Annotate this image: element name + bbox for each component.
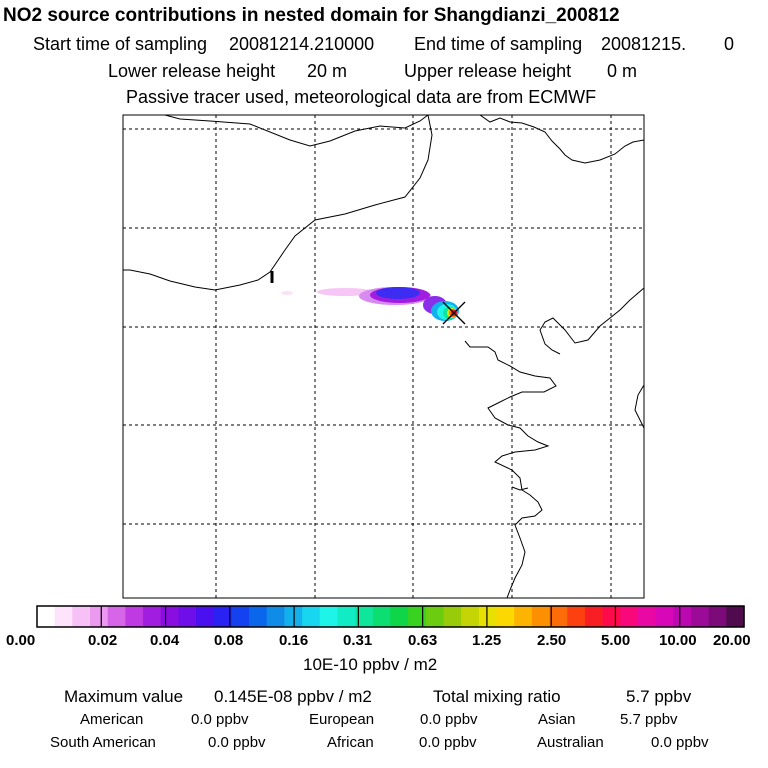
colorbar-tick: 0.63: [408, 632, 438, 649]
colorbar-cell: [443, 606, 462, 627]
source-value-australian: 0.0 ppbv: [651, 734, 709, 751]
colorbar-cell: [531, 606, 551, 627]
colorbar-tick: 1.25: [472, 632, 502, 649]
colorbar-cell: [584, 606, 604, 627]
tracer-note: Passive tracer used, meteorological data…: [126, 87, 597, 107]
source-value-american: 0.0 ppbv: [191, 711, 249, 728]
colorbar-cell: [231, 606, 250, 627]
colorbar-cell: [726, 606, 745, 627]
colorbar-cell: [602, 606, 621, 627]
max-value-label: Maximum value: [64, 687, 184, 706]
colorbar-tick: 0.02: [88, 632, 118, 649]
colorbar-tick: 0.31: [343, 632, 373, 649]
colorbar-cell: [37, 606, 56, 627]
colorbar-cell: [372, 606, 392, 627]
colorbar-cell: [319, 606, 339, 627]
end-time-suffix: 0: [724, 34, 735, 54]
source-value-south-american: 0.0 ppbv: [208, 734, 266, 751]
colorbar-cell: [673, 606, 692, 627]
colorbar-cell: [337, 606, 356, 627]
colorbar-cell: [54, 606, 73, 627]
lower-release-label: Lower release height: [108, 61, 276, 81]
colorbar-cell: [655, 606, 674, 627]
colorbar-cell: [249, 606, 268, 627]
upper-release-value: 0 m: [607, 61, 638, 81]
colorbar-tick: 0.04: [150, 632, 180, 649]
colorbar-cell: [390, 606, 409, 627]
coastlines: [123, 115, 644, 598]
colorbar-cell: [213, 606, 233, 627]
colorbar-tick: 0.16: [279, 632, 309, 649]
colorbar-cell: [461, 606, 480, 627]
colorbar-cell: [178, 606, 197, 627]
colorbar-tick: 20.00: [713, 632, 751, 649]
colorbar-cell: [107, 606, 126, 627]
colorbar-cell: [90, 606, 109, 627]
map-background: [123, 115, 644, 598]
colorbar-frame: [36, 605, 745, 628]
colorbar-cell: [514, 606, 533, 627]
colorbar-cell: [549, 606, 568, 627]
lower-release-value: 20 m: [307, 61, 348, 81]
colorbar-cell: [302, 606, 321, 627]
colorbar-tick: 2.50: [537, 632, 567, 649]
source-label-south-american: South American: [50, 734, 156, 751]
source-label-american: American: [80, 711, 144, 728]
colorbar-cell: [478, 606, 498, 627]
map-frame: [122, 114, 645, 599]
upper-release-label: Upper release height: [404, 61, 572, 81]
map-gridlines: [123, 115, 644, 598]
colorbar-cell: [160, 606, 180, 627]
colorbar-cell: [496, 606, 515, 627]
map-title: NO2 source contributions in nested domai…: [3, 5, 620, 26]
receptor-marker-icon: [442, 301, 466, 325]
max-value: 0.145E-08 ppbv / m2: [214, 687, 372, 706]
colorbar-units: 10E-10 ppbv / m2: [303, 655, 438, 674]
source-label-asian: Asian: [538, 711, 576, 728]
colorbar-cell: [620, 606, 639, 627]
source-label-european: European: [309, 711, 375, 728]
colorbar-tick: 5.00: [601, 632, 631, 649]
colorbar-cell: [355, 606, 374, 627]
colorbar-cell: [196, 606, 215, 627]
end-time-label: End time of sampling: [414, 34, 583, 54]
colorbar-cell: [567, 606, 586, 627]
source-value-european: 0.0 ppbv: [420, 711, 478, 728]
colorbar-tick: 0.08: [214, 632, 244, 649]
colorbar-cell: [143, 606, 162, 627]
colorbar-cell: [425, 606, 445, 627]
colorbar-cell: [637, 606, 657, 627]
colorbar-cell: [266, 606, 286, 627]
source-label-african: African: [327, 734, 374, 751]
colorbar-cell: [408, 606, 427, 627]
colorbar-cell: [708, 606, 727, 627]
total-mixing-label: Total mixing ratio: [433, 687, 561, 706]
end-time-value: 20081215.: [601, 34, 687, 54]
start-time-label: Start time of sampling: [33, 34, 208, 54]
colorbar-cell: [125, 606, 144, 627]
source-value-asian: 5.7 ppbv: [620, 711, 678, 728]
concentration-plume: [281, 287, 459, 321]
colorbar-tick: 0.00: [6, 632, 36, 649]
start-time-value: 20081214.210000: [229, 34, 375, 54]
colorbar-cell: [690, 606, 710, 627]
total-mixing-value: 5.7 ppbv: [626, 687, 692, 706]
source-value-african: 0.0 ppbv: [419, 734, 477, 751]
source-label-australian: Australian: [537, 734, 604, 751]
colorbar-tick: 10.00: [659, 632, 697, 649]
colorbar-cell: [72, 606, 91, 627]
